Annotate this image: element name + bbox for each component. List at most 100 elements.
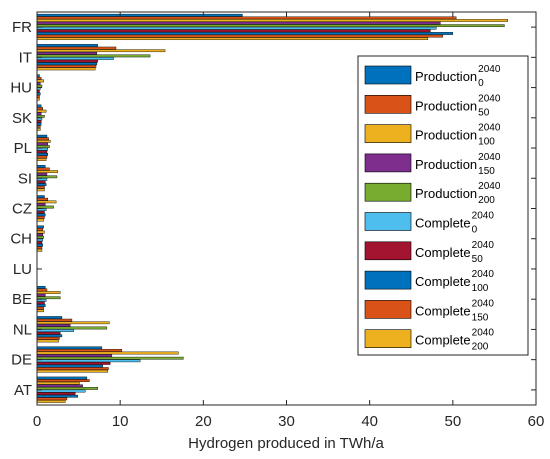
legend-label: Complete	[415, 333, 471, 348]
bar-sk-production-150	[36, 112, 42, 116]
bar-nl-complete-200	[36, 339, 59, 343]
legend-label: Production	[415, 157, 477, 172]
y-tick-label-ch: CH	[10, 231, 32, 248]
bar-be-production-150	[36, 293, 46, 297]
bar-it-complete-200	[36, 67, 96, 71]
x-axis-label: Hydrogen produced in TWh/a	[188, 435, 384, 452]
bar-si-production-200	[36, 175, 58, 179]
legend-swatch	[364, 329, 412, 349]
bar-ch-production-100	[36, 230, 45, 234]
bar-de-production-150	[36, 354, 113, 357]
bar-be-complete-200	[36, 309, 44, 313]
legend-label-scenario: 150	[472, 312, 489, 323]
bar-nl-complete-150	[36, 337, 60, 340]
y-tick-label-sk: SK	[12, 110, 32, 127]
bar-cz-production-0	[36, 195, 45, 198]
bar-ch-complete-150	[36, 246, 43, 250]
y-tick-label-nl: NL	[13, 321, 32, 338]
bar-be-complete-150	[36, 306, 44, 310]
bar-be-production-0	[36, 285, 46, 289]
legend-label-scenario: 50	[472, 254, 484, 265]
bar-nl-production-0	[36, 316, 63, 319]
bar-nl-production-200	[36, 326, 108, 330]
bar-at-complete-200	[36, 400, 66, 403]
legend-label-scenario: 100	[478, 137, 495, 148]
x-tick-label: 30	[278, 413, 295, 430]
legend-label-scenario: 50	[478, 107, 490, 118]
legend-label: Complete	[415, 303, 471, 318]
bar-pl-complete-200	[36, 158, 47, 161]
legend-label: Production	[415, 128, 477, 143]
bar-de-complete-150	[36, 367, 109, 370]
bar-at-complete-50	[36, 392, 76, 395]
bar-cz-production-100	[36, 200, 57, 204]
legend-label: Production	[415, 98, 477, 113]
bar-ch-complete-200	[36, 248, 43, 252]
y-tick-label-it: IT	[19, 49, 32, 66]
x-tick-label: 60	[528, 413, 545, 430]
bar-cz-production-150	[36, 203, 46, 206]
legend-label: Production	[415, 69, 477, 84]
bar-fr-complete-0	[36, 26, 437, 30]
legend-label: Complete	[415, 245, 471, 260]
bar-ch-production-150	[36, 233, 44, 237]
legend-label-year: 2040	[472, 328, 495, 339]
x-tick-label: 50	[444, 413, 461, 430]
legend-label-scenario: 200	[478, 195, 495, 206]
bar-fr-complete-150	[36, 34, 444, 38]
bar-de-complete-100	[36, 364, 103, 368]
bar-hu-production-200	[36, 84, 43, 88]
bar-at-production-100	[36, 381, 80, 385]
bar-hu-production-100	[36, 79, 44, 83]
bar-de-production-50	[36, 349, 123, 352]
bar-it-complete-100	[36, 62, 98, 66]
bar-pl-production-150	[36, 142, 49, 146]
bar-fr-production-0	[36, 13, 243, 17]
legend-label: Complete	[415, 216, 471, 231]
bar-nl-production-150	[36, 324, 71, 327]
bar-nl-complete-100	[36, 334, 63, 338]
bar-ch-complete-100	[36, 243, 44, 247]
legend-label-year: 2040	[478, 123, 501, 134]
bar-pl-production-0	[36, 134, 48, 138]
bar-it-production-200	[36, 54, 151, 58]
bar-sk-production-50	[36, 107, 44, 110]
legend-swatch	[364, 182, 412, 202]
y-tick-label-cz: CZ	[12, 201, 32, 218]
bar-de-complete-0	[36, 359, 141, 363]
bar-cz-complete-200	[36, 218, 44, 222]
bar-nl-complete-0	[36, 329, 74, 332]
legend-label-scenario: 0	[478, 78, 484, 89]
legend-label-scenario: 100	[472, 283, 489, 294]
bar-sk-complete-50	[36, 120, 42, 123]
bar-ch-production-50	[36, 228, 44, 231]
bar-si-complete-50	[36, 180, 46, 184]
legend-label-year: 2040	[472, 298, 495, 309]
legend-label: Production	[415, 186, 477, 201]
bar-it-production-100	[36, 49, 166, 53]
bar-nl-complete-50	[36, 331, 61, 335]
legend-label-year: 2040	[478, 93, 501, 104]
bar-cz-production-50	[36, 197, 49, 201]
bar-de-complete-200	[36, 369, 108, 373]
bar-it-complete-50	[36, 59, 98, 63]
bar-fr-production-200	[36, 24, 505, 28]
legend-swatch	[364, 212, 412, 231]
bar-si-production-50	[36, 167, 50, 171]
bar-pl-complete-150	[36, 155, 48, 159]
bar-si-complete-150	[36, 185, 45, 189]
legend-swatch	[364, 241, 412, 261]
legend-label-scenario: 150	[478, 166, 495, 177]
x-tick-label: 10	[112, 413, 129, 430]
bar-fr-production-50	[36, 16, 457, 20]
legend-swatch	[364, 153, 412, 173]
bar-cz-production-200	[36, 205, 54, 209]
bar-it-production-150	[36, 51, 98, 55]
legend-swatch	[364, 124, 412, 143]
legend-label-year: 2040	[478, 181, 501, 192]
bar-fr-production-100	[36, 19, 508, 22]
bar-at-complete-150	[36, 397, 68, 401]
bar-de-production-200	[36, 356, 184, 360]
